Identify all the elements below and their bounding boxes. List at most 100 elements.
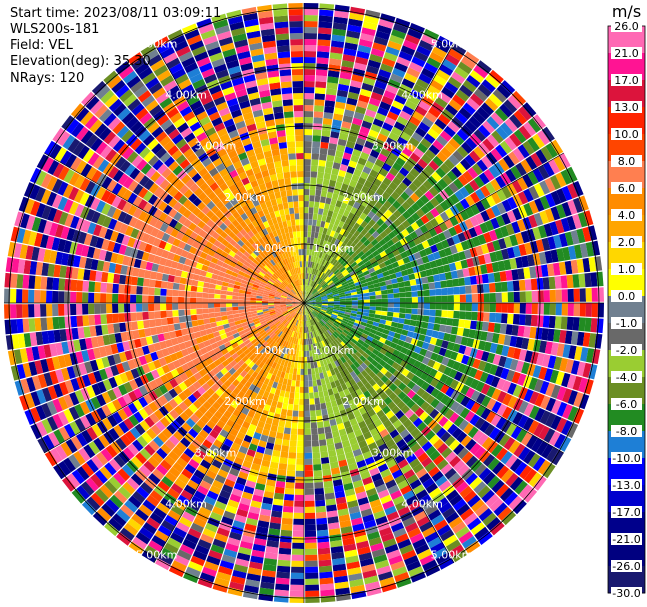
- gate-cell: [190, 366, 199, 375]
- gate-cell: [400, 404, 411, 415]
- gate-cell: [368, 537, 382, 547]
- gate-cell: [414, 543, 430, 555]
- gate-cell: [178, 303, 185, 310]
- gate-cell: [304, 356, 308, 363]
- gate-cell: [198, 506, 212, 517]
- gate-cell: [432, 361, 441, 371]
- gate-cell: [483, 169, 495, 182]
- gate-cell: [393, 298, 400, 303]
- gate-cell: [311, 289, 316, 294]
- gate-cell: [253, 349, 260, 357]
- gate-cell: [251, 313, 258, 317]
- gate-cell: [258, 514, 271, 523]
- gate-cell: [265, 385, 272, 393]
- gate-cell: [284, 347, 290, 355]
- gate-cell: [153, 436, 164, 448]
- gate-cell: [273, 319, 280, 325]
- gate-cell: [316, 523, 328, 531]
- gate-cell: [335, 329, 342, 335]
- gate-cell: [500, 122, 514, 136]
- gate-cell: [305, 308, 308, 315]
- gate-cell: [295, 350, 299, 357]
- gate-cell: [284, 391, 290, 398]
- gate-cell: [321, 304, 328, 307]
- gate-cell: [388, 222, 397, 231]
- gate-cell: [455, 89, 470, 102]
- gate-cell: [372, 383, 381, 392]
- gate-cell: [442, 58, 457, 71]
- gate-cell: [334, 107, 345, 115]
- gate-cell: [524, 279, 532, 291]
- gate-cell: [541, 264, 549, 277]
- gate-cell: [304, 183, 310, 190]
- gate-cell: [382, 500, 395, 510]
- gate-cell: [291, 331, 295, 338]
- gate-cell: [331, 211, 338, 219]
- gate-cell: [252, 543, 266, 552]
- gate-cell: [174, 269, 183, 277]
- gate-cell: [58, 426, 71, 441]
- gate-cell: [326, 191, 333, 199]
- gate-cell: [307, 362, 311, 369]
- gate-cell: [369, 303, 376, 307]
- gate-cell: [140, 482, 153, 495]
- gate-cell: [35, 203, 46, 218]
- gate-cell: [317, 322, 322, 329]
- gate-cell: [464, 376, 474, 387]
- gate-cell: [178, 381, 188, 392]
- gate-cell: [98, 346, 107, 358]
- gate-cell: [354, 247, 362, 255]
- gate-cell: [438, 347, 447, 357]
- gate-cell: [367, 316, 375, 322]
- gate-cell: [78, 231, 87, 244]
- gate-cell: [248, 344, 255, 352]
- gate-cell: [322, 118, 333, 126]
- gate-cell: [190, 314, 198, 321]
- gate-cell: [369, 53, 383, 63]
- gate-cell: [339, 333, 346, 339]
- gate-cell: [458, 419, 469, 431]
- gate-cell: [342, 271, 350, 277]
- gate-cell: [333, 269, 340, 275]
- gate-cell: [288, 309, 295, 314]
- gate-cell: [443, 332, 451, 342]
- gate-cell: [307, 356, 311, 363]
- gate-cell: [161, 325, 169, 333]
- gate-cell: [234, 320, 242, 326]
- gate-cell: [316, 529, 329, 537]
- gate-cell: [262, 308, 269, 312]
- gate-cell: [274, 438, 283, 446]
- gate-cell: [326, 344, 331, 351]
- gate-cell: [493, 272, 501, 283]
- gate-cell: [317, 45, 330, 53]
- gate-cell: [474, 369, 484, 381]
- gate-cell: [268, 430, 277, 438]
- gate-cell: [465, 285, 472, 294]
- gate-cell: [104, 228, 114, 240]
- gate-cell: [234, 264, 242, 271]
- gate-cell: [511, 221, 521, 234]
- gate-cell: [272, 504, 283, 512]
- gate-cell: [127, 443, 139, 456]
- gate-cell: [325, 498, 336, 506]
- gate-cell: [178, 316, 186, 323]
- gate-cell: [509, 114, 523, 129]
- gate-cell: [441, 256, 449, 266]
- gate-cell: [84, 337, 93, 350]
- gate-cell: [445, 387, 455, 398]
- gate-cell: [358, 552, 373, 561]
- gate-cell: [269, 310, 276, 315]
- gate-cell: [292, 542, 304, 549]
- gate-cell: [388, 555, 403, 566]
- gate-cell: [433, 323, 441, 332]
- gate-cell: [41, 331, 50, 345]
- gate-cell: [313, 310, 318, 315]
- gate-cell: [461, 451, 474, 464]
- gate-cell: [354, 333, 362, 339]
- gate-cell: [301, 345, 304, 351]
- gate-cell: [304, 291, 306, 297]
- gate-cell: [28, 231, 38, 246]
- gate-cell: [304, 51, 317, 58]
- gate-cell: [462, 170, 474, 183]
- gate-cell: [326, 292, 333, 296]
